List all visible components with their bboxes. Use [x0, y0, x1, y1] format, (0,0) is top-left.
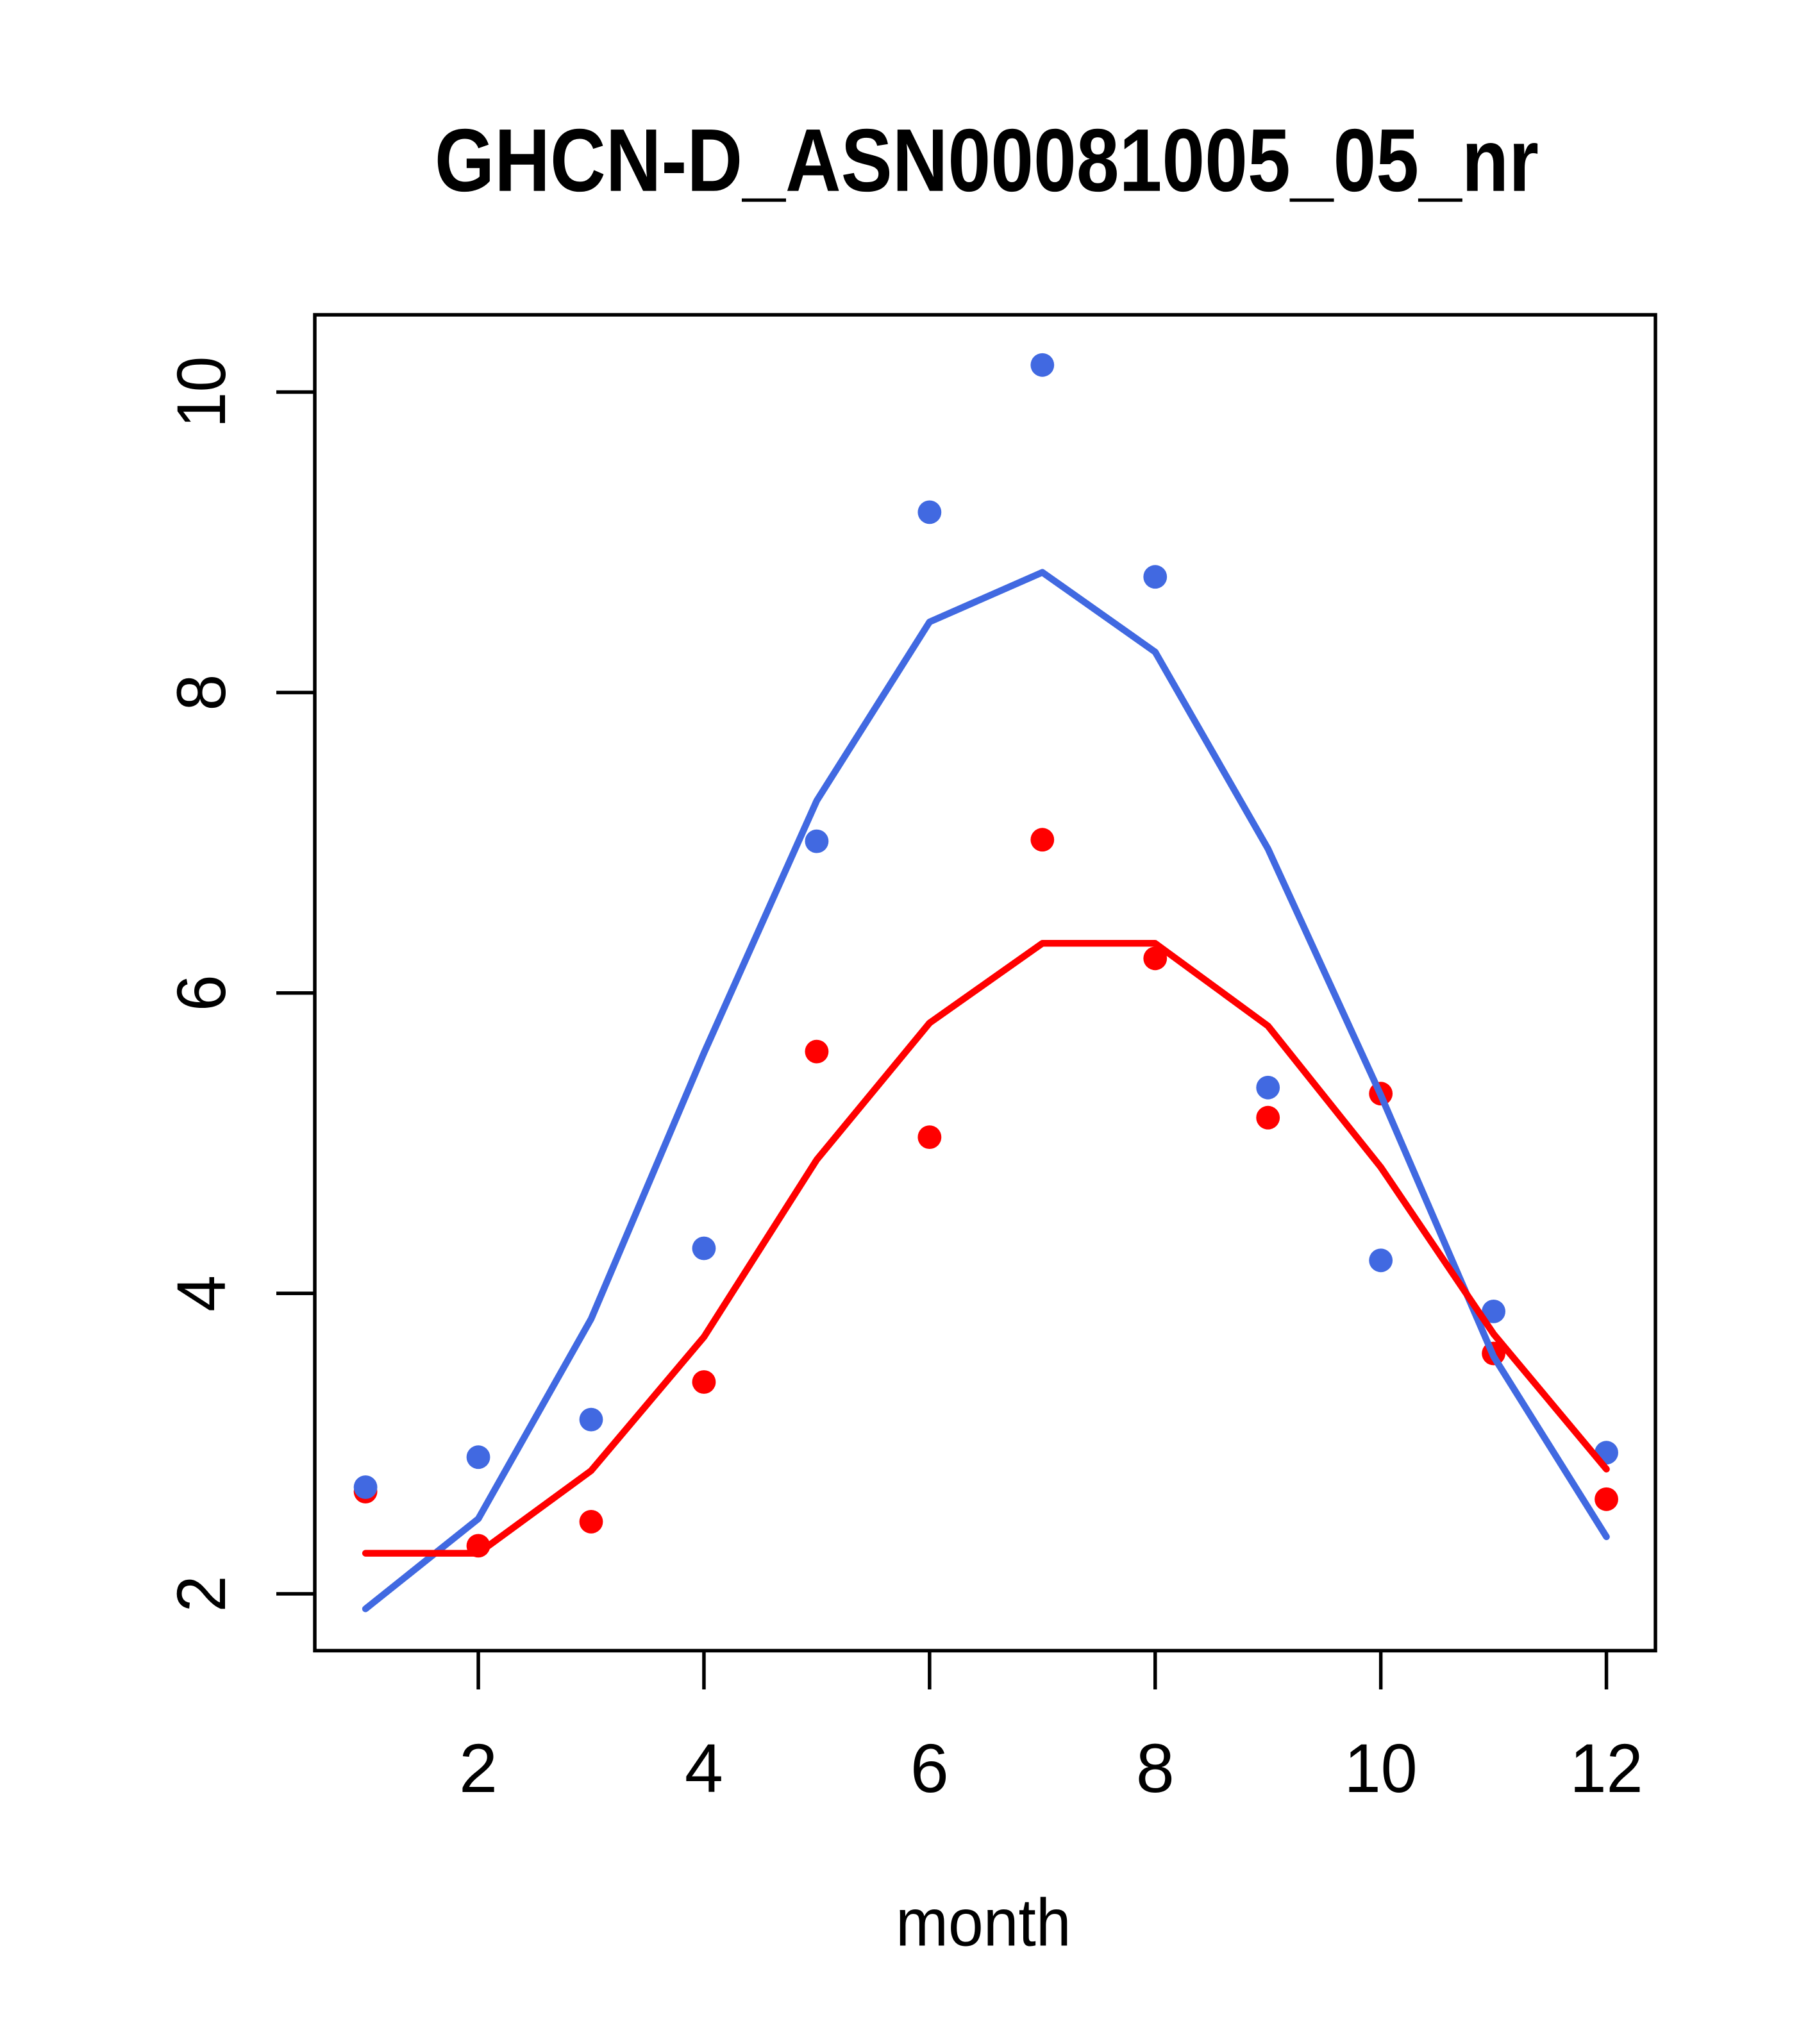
- svg-text:2: 2: [459, 1729, 498, 1807]
- svg-text:12: 12: [1570, 1730, 1643, 1807]
- svg-text:6: 6: [163, 975, 240, 1011]
- svg-text:6: 6: [910, 1729, 949, 1807]
- svg-text:4: 4: [163, 1275, 240, 1312]
- svg-text:8: 8: [163, 674, 240, 711]
- svg-text:2: 2: [163, 1575, 240, 1612]
- svg-text:GHCN-D_ASN00081005_05_nr: GHCN-D_ASN00081005_05_nr: [435, 110, 1539, 210]
- svg-text:10: 10: [163, 356, 240, 428]
- svg-text:10: 10: [1344, 1730, 1418, 1807]
- svg-text:4: 4: [685, 1729, 723, 1807]
- svg-text:month: month: [896, 1884, 1071, 1960]
- svg-text:8: 8: [1136, 1729, 1175, 1807]
